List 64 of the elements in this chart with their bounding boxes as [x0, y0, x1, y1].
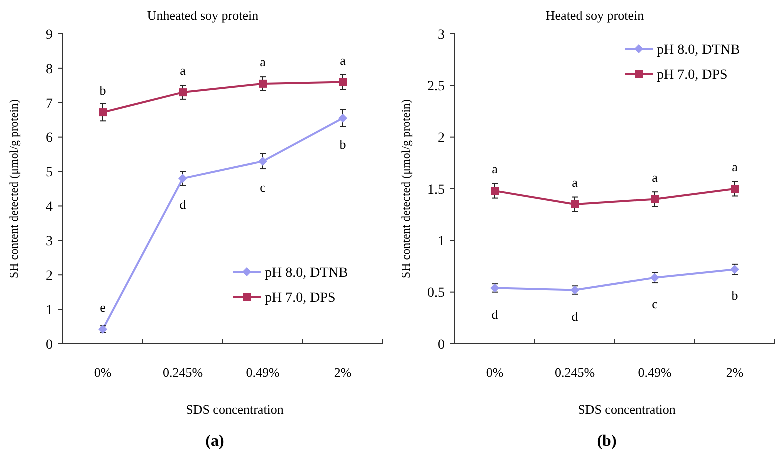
y-tick-label: 0.5 [428, 286, 445, 302]
y-tick-label: 5 [46, 166, 53, 181]
annotation: a [572, 175, 578, 190]
x-tick-label: 0.245% [554, 365, 596, 380]
point [571, 200, 579, 208]
y-tick-label: 8 [46, 62, 53, 78]
point [99, 108, 107, 117]
annotation: b [732, 288, 738, 304]
annotation: e [100, 300, 106, 316]
y-tick-label: 3 [46, 234, 53, 250]
text: (a) [206, 433, 224, 450]
y-tick-label: 4 [46, 200, 53, 216]
x-tick-label: 2% [334, 365, 352, 380]
point [731, 185, 739, 193]
y-axis-title: SH content detected (μmol/g protein) [7, 99, 21, 279]
y-tick-label: 7 [46, 96, 53, 112]
y-tick-label: 1 [438, 234, 445, 250]
y-tick-label: 0 [46, 338, 53, 353]
annotation: d [492, 306, 499, 322]
annotation: d [572, 308, 579, 324]
x-tick-label: 0.49% [638, 365, 672, 380]
x-tick-label: 0% [94, 365, 112, 380]
x-tick-label: 2% [726, 365, 744, 380]
point [259, 80, 267, 88]
annotation: a [180, 63, 186, 78]
annotation: a [492, 162, 498, 177]
chart-title: Unheated soy protein [147, 8, 260, 23]
y-tick-label: 2 [438, 131, 445, 146]
x-tick-label: 0.245% [162, 365, 204, 380]
y-tick-label: 0 [438, 338, 445, 353]
y-tick-label: 9 [46, 28, 53, 43]
y-tick-label: 2 [46, 269, 53, 284]
annotation: c [260, 180, 266, 195]
annotation: a [732, 160, 738, 175]
chart-title: Heated soy protein [546, 8, 645, 23]
x-axis-title: SDS concentration [186, 402, 284, 417]
point [258, 156, 268, 166]
point [178, 174, 188, 184]
y-axis-title: SH content detected (μmol/g protein) [399, 99, 413, 279]
point [338, 114, 348, 123]
legend-label: pH 8.0, DTNB [265, 266, 348, 281]
y-tick-label: 1.5 [428, 182, 445, 198]
point [491, 187, 499, 196]
text: (b) [597, 433, 617, 450]
annotation: a [260, 54, 266, 70]
x-axis-title: SDS concentration [578, 402, 676, 417]
x-tick-label: 0.49% [246, 365, 280, 380]
annotation: a [340, 52, 346, 68]
point [651, 195, 659, 204]
y-tick-label: 2.5 [428, 80, 445, 95]
annotation: a [652, 170, 658, 185]
annotation: d [180, 197, 187, 212]
legend-label: pH 7.0, DPS [657, 68, 728, 83]
x-tick-label: 0% [486, 365, 504, 380]
y-tick-label: 6 [46, 131, 53, 146]
annotation: b [100, 83, 106, 98]
legend-label: pH 8.0, DTNB [657, 42, 740, 58]
y-tick-label: 1 [46, 303, 53, 318]
point [339, 78, 347, 86]
point [179, 88, 187, 97]
annotation: c [652, 296, 658, 312]
annotation: b [340, 136, 346, 152]
y-tick-label: 3 [438, 28, 445, 43]
legend-label: pH 7.0, DPS [265, 290, 336, 306]
